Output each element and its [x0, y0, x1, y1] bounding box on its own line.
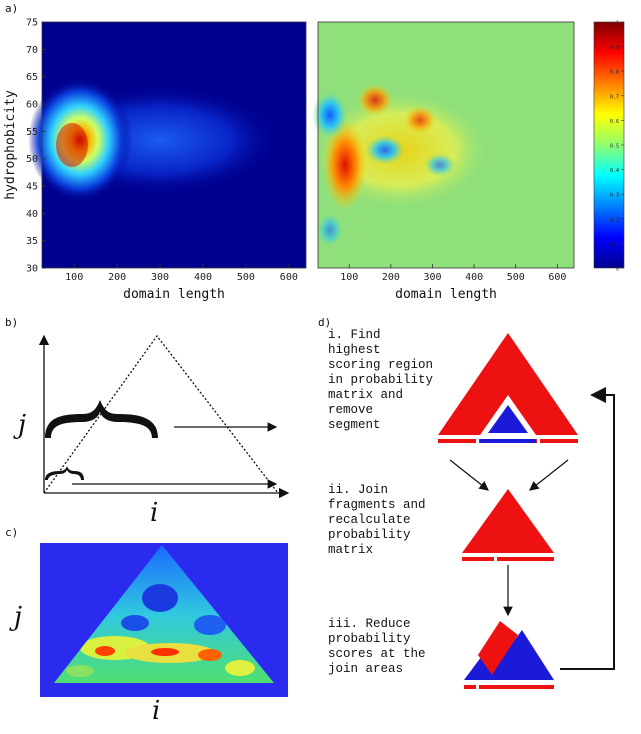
colorbar-tick-label: 0.3: [610, 193, 619, 199]
y-tick-label: 50: [26, 154, 38, 165]
panel-b-schematic: [38, 334, 290, 499]
x-tick-label: 400: [465, 272, 483, 283]
brace-small: [45, 466, 84, 480]
step-2-text: ii. Join fragments and recalculate proba…: [328, 483, 426, 557]
heatmap-hydrophobicity: [28, 22, 306, 268]
colorbar-tick-label: 0.6: [610, 119, 619, 125]
y-tick-label: 75: [26, 18, 38, 29]
colorbar-tick-label: 0.7: [610, 94, 619, 100]
arrow-1-to-2-left: [449, 459, 489, 491]
panel-c-pyramid: [40, 543, 288, 697]
x-tick-label: 200: [108, 272, 126, 283]
step-2-triangle: [462, 489, 554, 561]
y-tick-label: 45: [26, 182, 38, 193]
colorbar-tick-label: 0.8: [610, 70, 619, 76]
panel-label-c: c): [5, 526, 19, 539]
colorbar: [593, 21, 625, 269]
y-tick-label: 55: [26, 127, 38, 138]
step-3-text: iii. Reduce probability scores at the jo…: [328, 617, 426, 676]
colorbar-tick-label: 0.4: [610, 168, 619, 174]
step-3-shape: [464, 621, 554, 689]
y-tick-label: 65: [26, 72, 38, 83]
triangle-outline: [43, 334, 279, 494]
y-tick-label: 30: [26, 264, 38, 275]
x-tick-label: 600: [548, 272, 566, 283]
step-1-text: i. Find highest scoring region in probab…: [328, 328, 434, 432]
step-1-triangle: [438, 333, 578, 443]
y-tick-label: 70: [26, 45, 38, 56]
brace-large: [45, 400, 158, 438]
x-tick-label: 300: [151, 272, 169, 283]
panel-label-d: d): [318, 316, 332, 329]
arrow-1-to-2-right: [529, 459, 569, 491]
x-axis-title: domain length: [395, 287, 497, 302]
plot-frame: [317, 21, 575, 269]
colorbar-tick-label: 0.5: [610, 144, 619, 150]
x-tick-label: 400: [194, 272, 212, 283]
plot-frame: [41, 21, 307, 269]
colorbar-tick-label: 1: [616, 21, 619, 27]
axis-i-label-c: i: [152, 696, 161, 726]
colorbar-tick-label: 0.1: [610, 242, 619, 248]
y-axis-title: hydrophobicity: [3, 90, 18, 200]
colorbar-tick-label: 0.2: [610, 217, 619, 223]
x-tick-label: 600: [280, 272, 298, 283]
axis-j-label-c: j: [14, 602, 23, 632]
x-tick-label: 100: [340, 272, 358, 283]
colorbar-tick-label: 0.9: [610, 45, 619, 51]
panel-label-b: b): [5, 316, 19, 329]
panel-d-diagram: [438, 333, 615, 689]
y-tick-label: 35: [26, 236, 38, 247]
x-tick-label: 200: [382, 272, 400, 283]
feedback-loop-arrow: [560, 387, 615, 670]
colorbar-tick-label: 0: [616, 267, 619, 273]
axis-i-label-b: i: [150, 498, 159, 528]
heatmap-difference: [310, 22, 574, 268]
x-tick-label: 300: [423, 272, 441, 283]
y-tick-label: 40: [26, 209, 38, 220]
y-tick-label: 60: [26, 100, 38, 111]
x-axis-title: domain length: [123, 287, 225, 302]
x-tick-label: 100: [65, 272, 83, 283]
panel-label-a: a): [5, 2, 19, 15]
x-tick-label: 500: [507, 272, 525, 283]
x-tick-label: 500: [237, 272, 255, 283]
axis-j-label-b: j: [18, 410, 27, 440]
